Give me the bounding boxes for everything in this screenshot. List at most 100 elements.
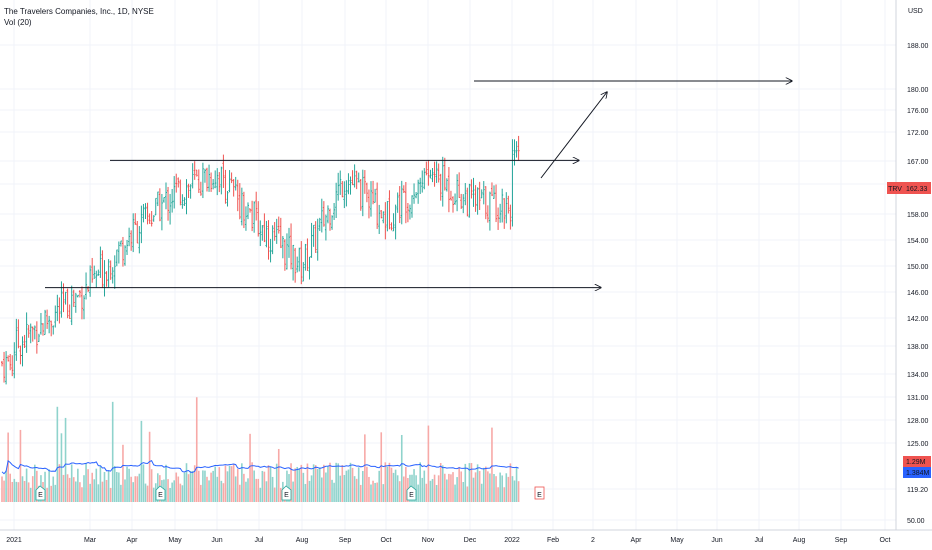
volume-bar (15, 481, 18, 502)
volume-bar (179, 483, 182, 502)
volume-bar (107, 470, 110, 502)
volume-bar (113, 465, 116, 502)
earnings-label: E (409, 492, 414, 499)
volume-bar (218, 467, 221, 502)
volume-tag-label: 1.29M (906, 459, 926, 466)
volume-bar (83, 475, 85, 502)
volume-bar (456, 477, 458, 502)
volume-bar (495, 476, 497, 502)
volume-bar (474, 472, 477, 502)
symbol-title[interactable]: The Travelers Companies, Inc., 1D, NYSE (4, 7, 154, 16)
volume-bar (29, 487, 32, 502)
drawing-annotations[interactable] (45, 81, 792, 288)
volume-ma-tag (903, 467, 931, 478)
earnings-badge (534, 486, 545, 500)
volume-bar (46, 487, 48, 502)
volume-bar (462, 482, 465, 502)
volume-bar (271, 476, 274, 502)
volume-bar (441, 465, 444, 502)
volume-bar (195, 397, 198, 502)
volume-bar (208, 480, 210, 502)
volume-bar (261, 470, 264, 502)
volume-bar (446, 479, 448, 502)
volume-bar (241, 463, 243, 502)
volume-bar (111, 401, 114, 502)
volume-bar (62, 474, 65, 502)
volume-bar (232, 463, 235, 502)
volume-bar (243, 473, 245, 502)
volume-bar (314, 465, 317, 502)
volume-bar (204, 470, 206, 502)
volume-bar (187, 474, 190, 502)
volume-bar (249, 433, 251, 502)
volume-bar (374, 482, 376, 502)
volume-bar (296, 466, 298, 502)
price-tick-label: 188.00 (907, 43, 929, 50)
earnings-badge (155, 485, 166, 501)
volume-bar (109, 487, 112, 502)
volume-bar (321, 477, 323, 502)
volume-indicator-label[interactable]: Vol (20) (4, 18, 32, 27)
volume-bar (497, 487, 499, 502)
price-tick-label: 146.00 (907, 290, 929, 297)
volume-ma-path (1, 460, 519, 475)
price-axis[interactable]: 188.00180.00176.00172.00167.00162.00158.… (887, 0, 932, 530)
volume-bar (144, 483, 147, 502)
volume-bar (349, 462, 352, 502)
time-tick-label: Feb (547, 537, 559, 544)
volume-bar (103, 472, 106, 502)
price-tick-label: 158.00 (907, 212, 929, 219)
volume-bar (142, 464, 145, 502)
volume-bar (306, 463, 309, 502)
volume-bar (75, 481, 77, 502)
volume-bar (200, 484, 202, 502)
volume-bar (333, 482, 335, 502)
volume-bar (214, 466, 216, 502)
volume-bar (3, 480, 5, 502)
earnings-badge (281, 485, 292, 501)
volume-bar (85, 463, 87, 502)
time-axis[interactable]: 2021 Mar Apr May Jun Jul Aug Sep Oct Nov Dec 2022 Fe… (0, 529, 932, 544)
volume-bar (478, 471, 481, 502)
volume-bar (122, 444, 124, 502)
volume-bar (487, 471, 489, 502)
volume-bar (44, 471, 46, 502)
volume-bar (513, 480, 516, 502)
volume-bar (95, 468, 98, 502)
volume-bar (292, 481, 294, 502)
volume-bar (247, 478, 249, 502)
volume-bar (99, 465, 102, 502)
volume-bar (216, 476, 219, 502)
volume-bar (259, 487, 262, 502)
price-bars (1, 135, 520, 385)
volume-bar (429, 480, 432, 502)
volume-bar (77, 468, 79, 502)
volume-bar (177, 476, 180, 502)
volume-bar (91, 472, 93, 502)
volume-bar (275, 463, 278, 502)
volume-bar (472, 477, 475, 502)
volume-bar (413, 469, 415, 502)
volume-ma-tag-label: 1.384M (906, 470, 930, 477)
time-tick-label: Dec (464, 537, 477, 544)
volume-bar (146, 485, 149, 502)
volume-bar (245, 481, 247, 502)
time-tick-label: Jun (711, 537, 722, 544)
price-tick-label: 150.00 (907, 264, 929, 271)
volume-bar (167, 479, 169, 502)
volume-bar (239, 484, 241, 502)
volume-bar (193, 465, 196, 502)
volume-bar (97, 484, 100, 502)
volume-bar (222, 483, 225, 502)
volume-bar (403, 476, 405, 502)
volume-bar (224, 465, 227, 502)
volume-bar (437, 475, 440, 502)
volume-bar (255, 478, 257, 502)
earnings-marker: E (155, 485, 166, 501)
time-tick-label: 2 (591, 537, 595, 544)
volume-bar (489, 473, 491, 502)
volume-bar (130, 476, 132, 502)
volume-bar (27, 482, 30, 502)
